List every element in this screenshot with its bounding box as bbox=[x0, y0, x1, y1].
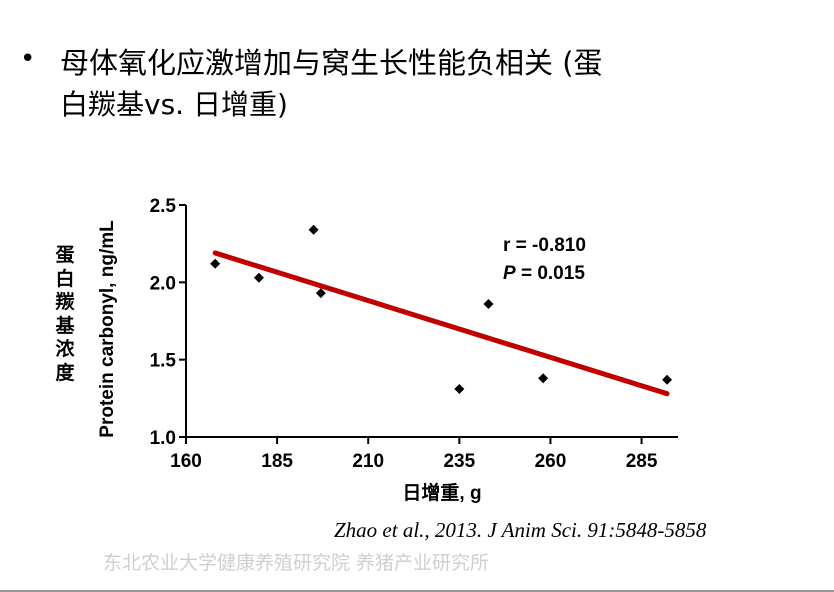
data-point bbox=[662, 374, 673, 385]
bullet-dot-icon: • bbox=[20, 44, 36, 74]
y-axis-label: Protein carbonyl, ng/mL bbox=[97, 220, 118, 438]
y-tick-label: 2.5 bbox=[150, 196, 177, 217]
x-tick-label: 185 bbox=[261, 451, 293, 472]
data-point bbox=[538, 373, 549, 384]
regression-line-group bbox=[212, 250, 670, 397]
x-tick-label: 260 bbox=[535, 451, 567, 472]
x-tick-label: 235 bbox=[443, 451, 475, 472]
data-point bbox=[308, 224, 319, 235]
p-value: = 0.015 bbox=[516, 263, 586, 284]
bullet-line-1: 母体氧化应激增加与窝生长性能负相关 (蛋 bbox=[60, 46, 603, 80]
data-points bbox=[210, 224, 673, 395]
p-value-annotation: P = 0.015 bbox=[503, 263, 585, 284]
y-tick-label: 1.0 bbox=[150, 428, 176, 449]
footer-divider bbox=[0, 590, 834, 592]
chart-ticks: 1.0 1.5 2.0 2.5 160 185 210 235 260 285 bbox=[150, 196, 658, 472]
y-tick-label: 1.5 bbox=[150, 351, 177, 372]
p-label: P bbox=[503, 263, 516, 284]
data-point bbox=[315, 288, 326, 299]
x-axis-label: 日增重, g bbox=[402, 481, 481, 504]
r-value-annotation: r = -0.810 bbox=[503, 235, 586, 256]
bullet-line-2: 白羰基vs. 日增重) bbox=[60, 88, 288, 121]
x-tick-label: 160 bbox=[170, 451, 202, 472]
y-tick-label: 2.0 bbox=[150, 273, 176, 294]
data-point bbox=[483, 298, 494, 309]
regression-line bbox=[212, 250, 670, 397]
y-axis-chinese-label: 蛋白羰基浓度 bbox=[55, 244, 75, 384]
citation: Zhao et al., 2013. J Anim Sci. 91:5848-5… bbox=[334, 518, 707, 542]
x-tick-label: 285 bbox=[626, 451, 658, 472]
data-point bbox=[454, 384, 465, 395]
chart-axes bbox=[185, 205, 678, 438]
data-point bbox=[253, 272, 264, 283]
watermark: 东北农业大学健康养殖研究院 养猪产业研究所 bbox=[103, 552, 490, 574]
data-point bbox=[210, 258, 221, 269]
x-tick-label: 210 bbox=[352, 451, 384, 472]
bullet-text: 母体氧化应激增加与窝生长性能负相关 (蛋 白羰基vs. 日增重) bbox=[60, 42, 800, 126]
